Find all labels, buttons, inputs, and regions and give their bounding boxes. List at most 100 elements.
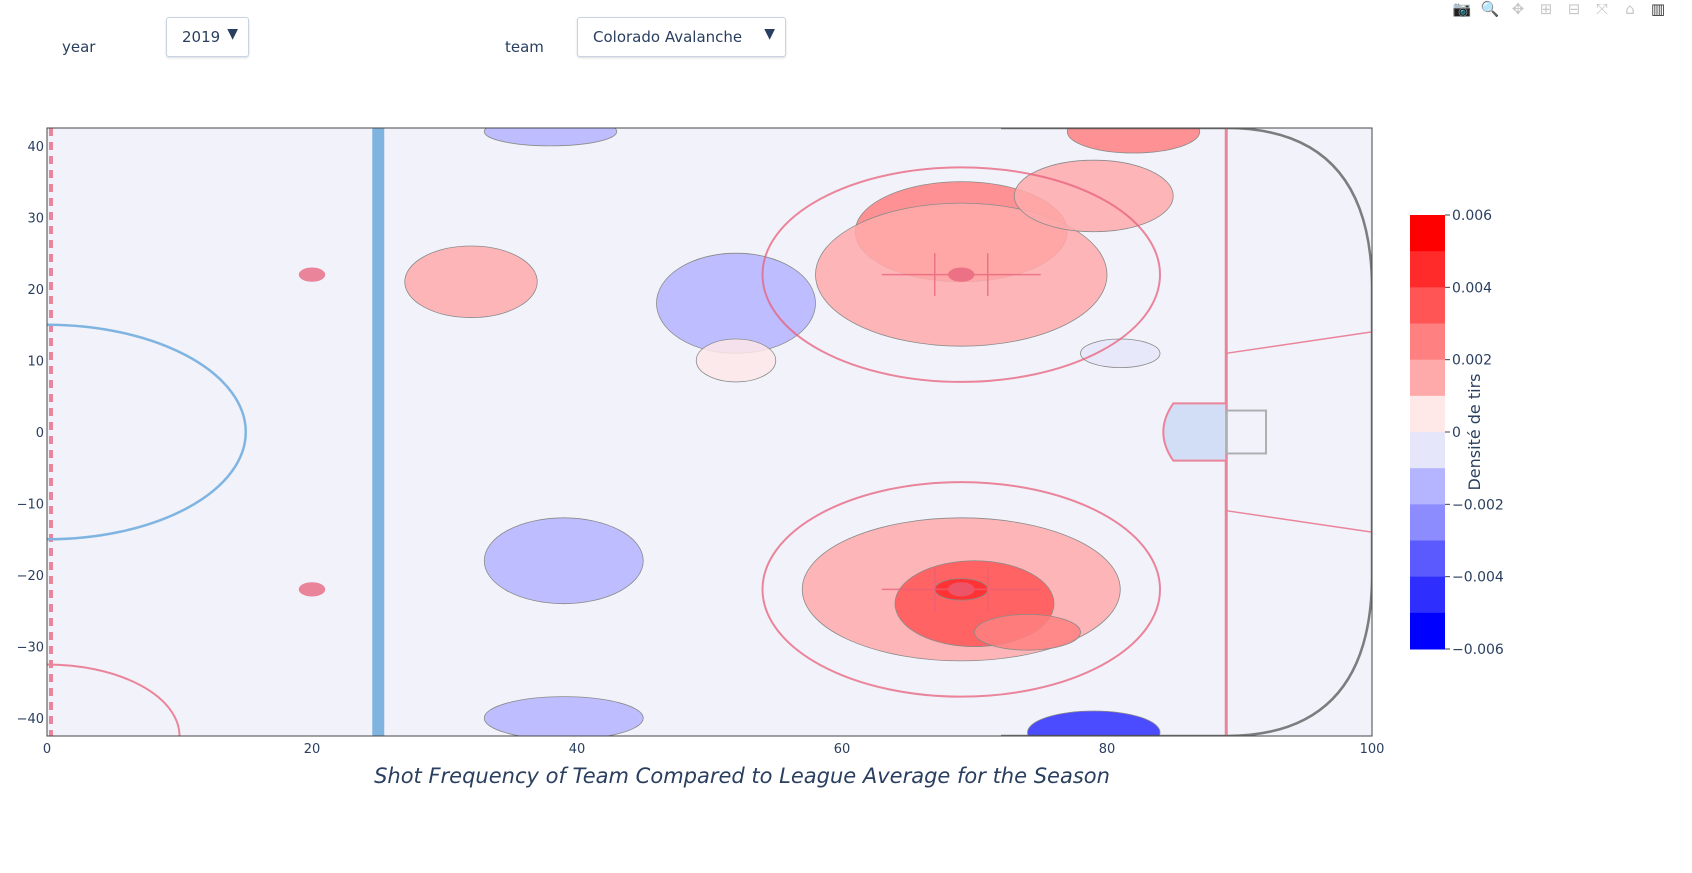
density-contour <box>854 181 1068 283</box>
team-dropdown[interactable]: Colorado Avalanche ▼ <box>577 17 786 57</box>
colorbar-tick-label: 0.004 <box>1452 280 1492 296</box>
density-region <box>1066 128 1201 154</box>
team-label: team <box>505 38 544 56</box>
goal-net <box>1225 409 1267 455</box>
boards <box>1001 128 1372 736</box>
colorbar-tick-label: 0 <box>1452 425 1461 441</box>
colorbar: 0.006 0.004 0.002 0 −0.002 −0.004 −0.006 Densit… <box>1410 208 1504 658</box>
y-tick-label: 30 <box>27 211 44 226</box>
density-region <box>854 181 1068 283</box>
plot-background <box>47 128 1372 736</box>
year-dropdown-value: 2019 <box>182 28 221 46</box>
faceoff-circle <box>761 166 1161 383</box>
density-contour <box>483 517 644 605</box>
colorbar-band <box>1410 287 1445 324</box>
colorbar-band <box>1410 432 1445 469</box>
colorbar-band <box>1410 395 1445 433</box>
colorbar-band <box>1410 576 1445 614</box>
y-tick-label: −20 <box>17 569 44 584</box>
y-tick-label: −40 <box>17 712 44 727</box>
density-region <box>1080 338 1161 369</box>
density-contour <box>894 560 1055 647</box>
colorbar-tick-label: 0.002 <box>1452 353 1492 369</box>
colorbar-title: Densité de tirs <box>1465 373 1484 490</box>
pan-icon[interactable]: ✥ <box>1511 0 1525 18</box>
colorbar-band <box>1410 359 1445 397</box>
zoom-in-icon[interactable]: ⊞ <box>1539 0 1553 18</box>
neutral-faceoff-dot <box>298 582 326 597</box>
home-icon[interactable]: ⌂ <box>1625 0 1635 18</box>
x-tick-label: 20 <box>304 742 321 757</box>
neutral-faceoff-dot <box>298 267 326 282</box>
y-tick-label: −30 <box>17 641 44 656</box>
zoom-out-icon[interactable]: ⊟ <box>1567 0 1581 18</box>
faceoff-dot <box>948 582 975 597</box>
colorbar-band <box>1410 251 1445 288</box>
x-tick-label: 0 <box>43 742 51 757</box>
density-contour <box>483 128 618 147</box>
year-dropdown[interactable]: 2019 ▼ <box>166 17 249 57</box>
density-region <box>934 578 989 601</box>
density-contour <box>815 202 1108 347</box>
density-region <box>894 560 1055 647</box>
plot-frame <box>46 127 1373 737</box>
density-contour <box>1013 159 1174 233</box>
colorbar-tick-label: −0.004 <box>1452 570 1504 586</box>
density-region <box>656 252 816 354</box>
chevron-down-icon: ▼ <box>764 26 775 42</box>
density-contour <box>483 696 644 736</box>
colorbar-tick-label: −0.002 <box>1452 497 1504 513</box>
y-tick-label: 20 <box>27 283 44 298</box>
y-tick-label: 10 <box>27 354 44 369</box>
colorbar-band <box>1410 468 1445 505</box>
plotly-logo-icon[interactable]: ▥ <box>1650 0 1666 18</box>
x-tick-label: 40 <box>569 742 586 757</box>
density-layer <box>404 128 1201 736</box>
density-contour <box>1027 710 1161 736</box>
density-contour <box>934 578 989 601</box>
colorbar-band <box>1410 540 1445 578</box>
density-contour <box>974 614 1081 651</box>
density-contour <box>656 252 816 354</box>
year-label: year <box>62 38 96 56</box>
colorbar-band <box>1410 504 1445 541</box>
referee-crease <box>47 663 181 736</box>
density-region <box>483 128 618 147</box>
zoom-icon[interactable]: 🔍 <box>1480 0 1500 18</box>
team-dropdown-value: Colorado Avalanche <box>593 28 743 46</box>
y-tick-label: 40 <box>27 140 44 155</box>
camera-icon[interactable]: 📷 <box>1452 0 1472 18</box>
y-tick-label: −10 <box>17 498 44 513</box>
density-contour <box>801 517 1121 662</box>
density-contour <box>404 245 538 318</box>
chevron-down-icon: ▼ <box>227 26 238 42</box>
density-region <box>974 614 1081 651</box>
rink-markings <box>47 128 1372 736</box>
colorbar-band <box>1410 323 1445 361</box>
colorbar-tick-label: −0.006 <box>1452 642 1504 658</box>
goal-crease <box>1162 402 1228 462</box>
plot-modebar: 📷 🔍 ✥ ⊞ ⊟ ⤧ ⌂ ▥ <box>1452 0 1668 18</box>
density-region <box>801 517 1121 662</box>
density-region <box>1013 159 1174 233</box>
x-tick-label: 100 <box>1360 742 1385 757</box>
density-region <box>1027 710 1161 736</box>
x-tick-label: 60 <box>834 742 851 757</box>
faceoff-circle <box>761 481 1161 698</box>
density-region <box>815 202 1108 347</box>
density-contour <box>695 338 777 383</box>
density-contour <box>1080 338 1161 369</box>
chart-title: Shot Frequency of Team Compared to Leagu… <box>374 764 1110 788</box>
colorbar-tick-label: 0.006 <box>1452 208 1492 224</box>
density-contour <box>1066 128 1201 154</box>
autoscale-icon[interactable]: ⤧ <box>1595 0 1608 18</box>
y-tick-label: 0 <box>36 426 44 441</box>
center-circle <box>47 323 247 541</box>
colorbar-band <box>1410 215 1445 252</box>
faceoff-dot <box>948 267 975 282</box>
colorbar-band <box>1410 612 1445 650</box>
density-region <box>404 245 538 318</box>
density-region <box>483 696 644 736</box>
